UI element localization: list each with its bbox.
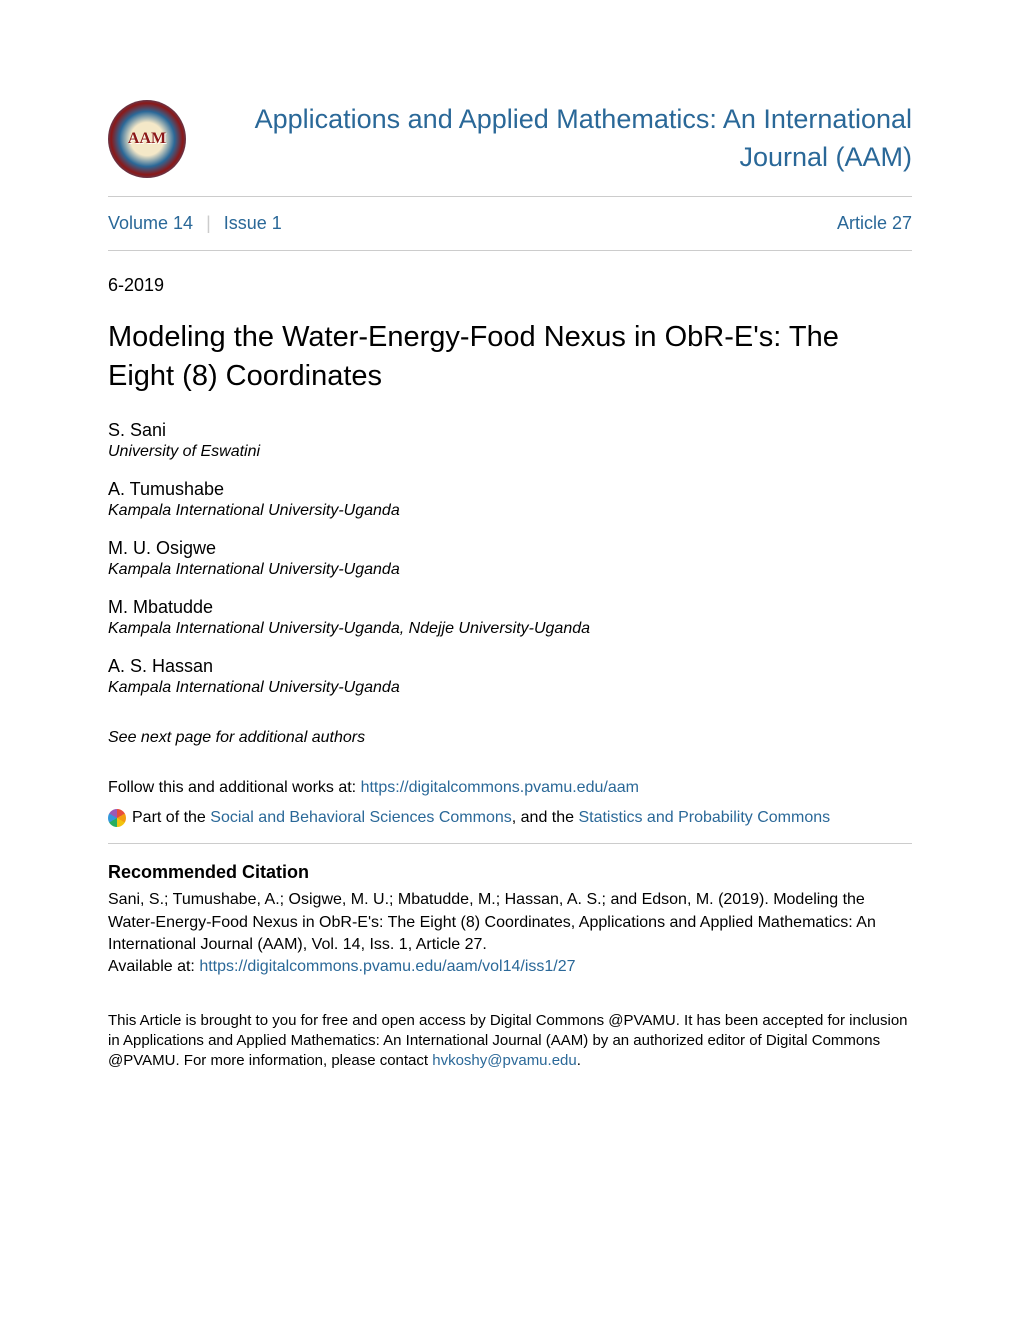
header: AAM Applications and Applied Mathematics… bbox=[108, 100, 912, 178]
author-name: S. Sani bbox=[108, 420, 912, 441]
article-link[interactable]: Article 27 bbox=[837, 213, 912, 234]
author-name: M. Mbatudde bbox=[108, 597, 912, 618]
author-block-4: A. S. Hassan Kampala International Unive… bbox=[108, 656, 912, 697]
author-block-3: M. Mbatudde Kampala International Univer… bbox=[108, 597, 912, 638]
available-prefix: Available at: bbox=[108, 958, 199, 975]
commons-link-1[interactable]: Social and Behavioral Sciences Commons bbox=[210, 809, 511, 826]
follow-url-link[interactable]: https://digitalcommons.pvamu.edu/aam bbox=[361, 779, 639, 796]
publication-date: 6-2019 bbox=[108, 275, 912, 296]
author-block-2: M. U. Osigwe Kampala International Unive… bbox=[108, 538, 912, 579]
author-block-1: A. Tumushabe Kampala International Unive… bbox=[108, 479, 912, 520]
part-of-row: Part of the Social and Behavioral Scienc… bbox=[108, 809, 912, 827]
citation-body: Sani, S.; Tumushabe, A.; Osigwe, M. U.; … bbox=[108, 891, 876, 953]
citation-text: Sani, S.; Tumushabe, A.; Osigwe, M. U.; … bbox=[108, 889, 912, 979]
footer-text: This Article is brought to you for free … bbox=[108, 1011, 912, 1072]
logo-text: AAM bbox=[128, 130, 166, 148]
author-affiliation: Kampala International University-Uganda,… bbox=[108, 620, 912, 638]
author-affiliation: Kampala International University-Uganda bbox=[108, 561, 912, 579]
follow-prefix: Follow this and additional works at: bbox=[108, 779, 361, 796]
author-affiliation: University of Eswatini bbox=[108, 443, 912, 461]
author-name: A. S. Hassan bbox=[108, 656, 912, 677]
and-the: , and the bbox=[512, 809, 579, 826]
divider-nav bbox=[108, 250, 912, 251]
volume-link[interactable]: Volume 14 bbox=[108, 213, 193, 233]
footer-after: . bbox=[577, 1052, 581, 1069]
part-of-prefix: Part of the bbox=[132, 809, 210, 826]
article-title: Modeling the Water-Energy-Food Nexus in … bbox=[108, 318, 912, 396]
divider-citation bbox=[108, 843, 912, 844]
available-url-link[interactable]: https://digitalcommons.pvamu.edu/aam/vol… bbox=[199, 958, 575, 975]
citation-heading: Recommended Citation bbox=[108, 862, 912, 883]
journal-logo: AAM bbox=[108, 100, 186, 178]
author-block-0: S. Sani University of Eswatini bbox=[108, 420, 912, 461]
commons-link-2[interactable]: Statistics and Probability Commons bbox=[578, 809, 830, 826]
issue-link[interactable]: Issue 1 bbox=[224, 213, 282, 233]
journal-title-link[interactable]: Applications and Applied Mathematics: An… bbox=[206, 101, 912, 177]
nav-separator: | bbox=[206, 213, 211, 233]
footer-email-link[interactable]: hvkoshy@pvamu.edu bbox=[432, 1052, 576, 1069]
author-name: M. U. Osigwe bbox=[108, 538, 912, 559]
author-affiliation: Kampala International University-Uganda bbox=[108, 502, 912, 520]
nav-row: Volume 14 | Issue 1 Article 27 bbox=[108, 197, 912, 250]
follow-works: Follow this and additional works at: htt… bbox=[108, 779, 912, 797]
author-name: A. Tumushabe bbox=[108, 479, 912, 500]
nav-left: Volume 14 | Issue 1 bbox=[108, 213, 282, 234]
part-of-text: Part of the Social and Behavioral Scienc… bbox=[132, 809, 830, 827]
network-icon bbox=[108, 809, 126, 827]
additional-authors-note: See next page for additional authors bbox=[108, 729, 912, 747]
author-affiliation: Kampala International University-Uganda bbox=[108, 679, 912, 697]
